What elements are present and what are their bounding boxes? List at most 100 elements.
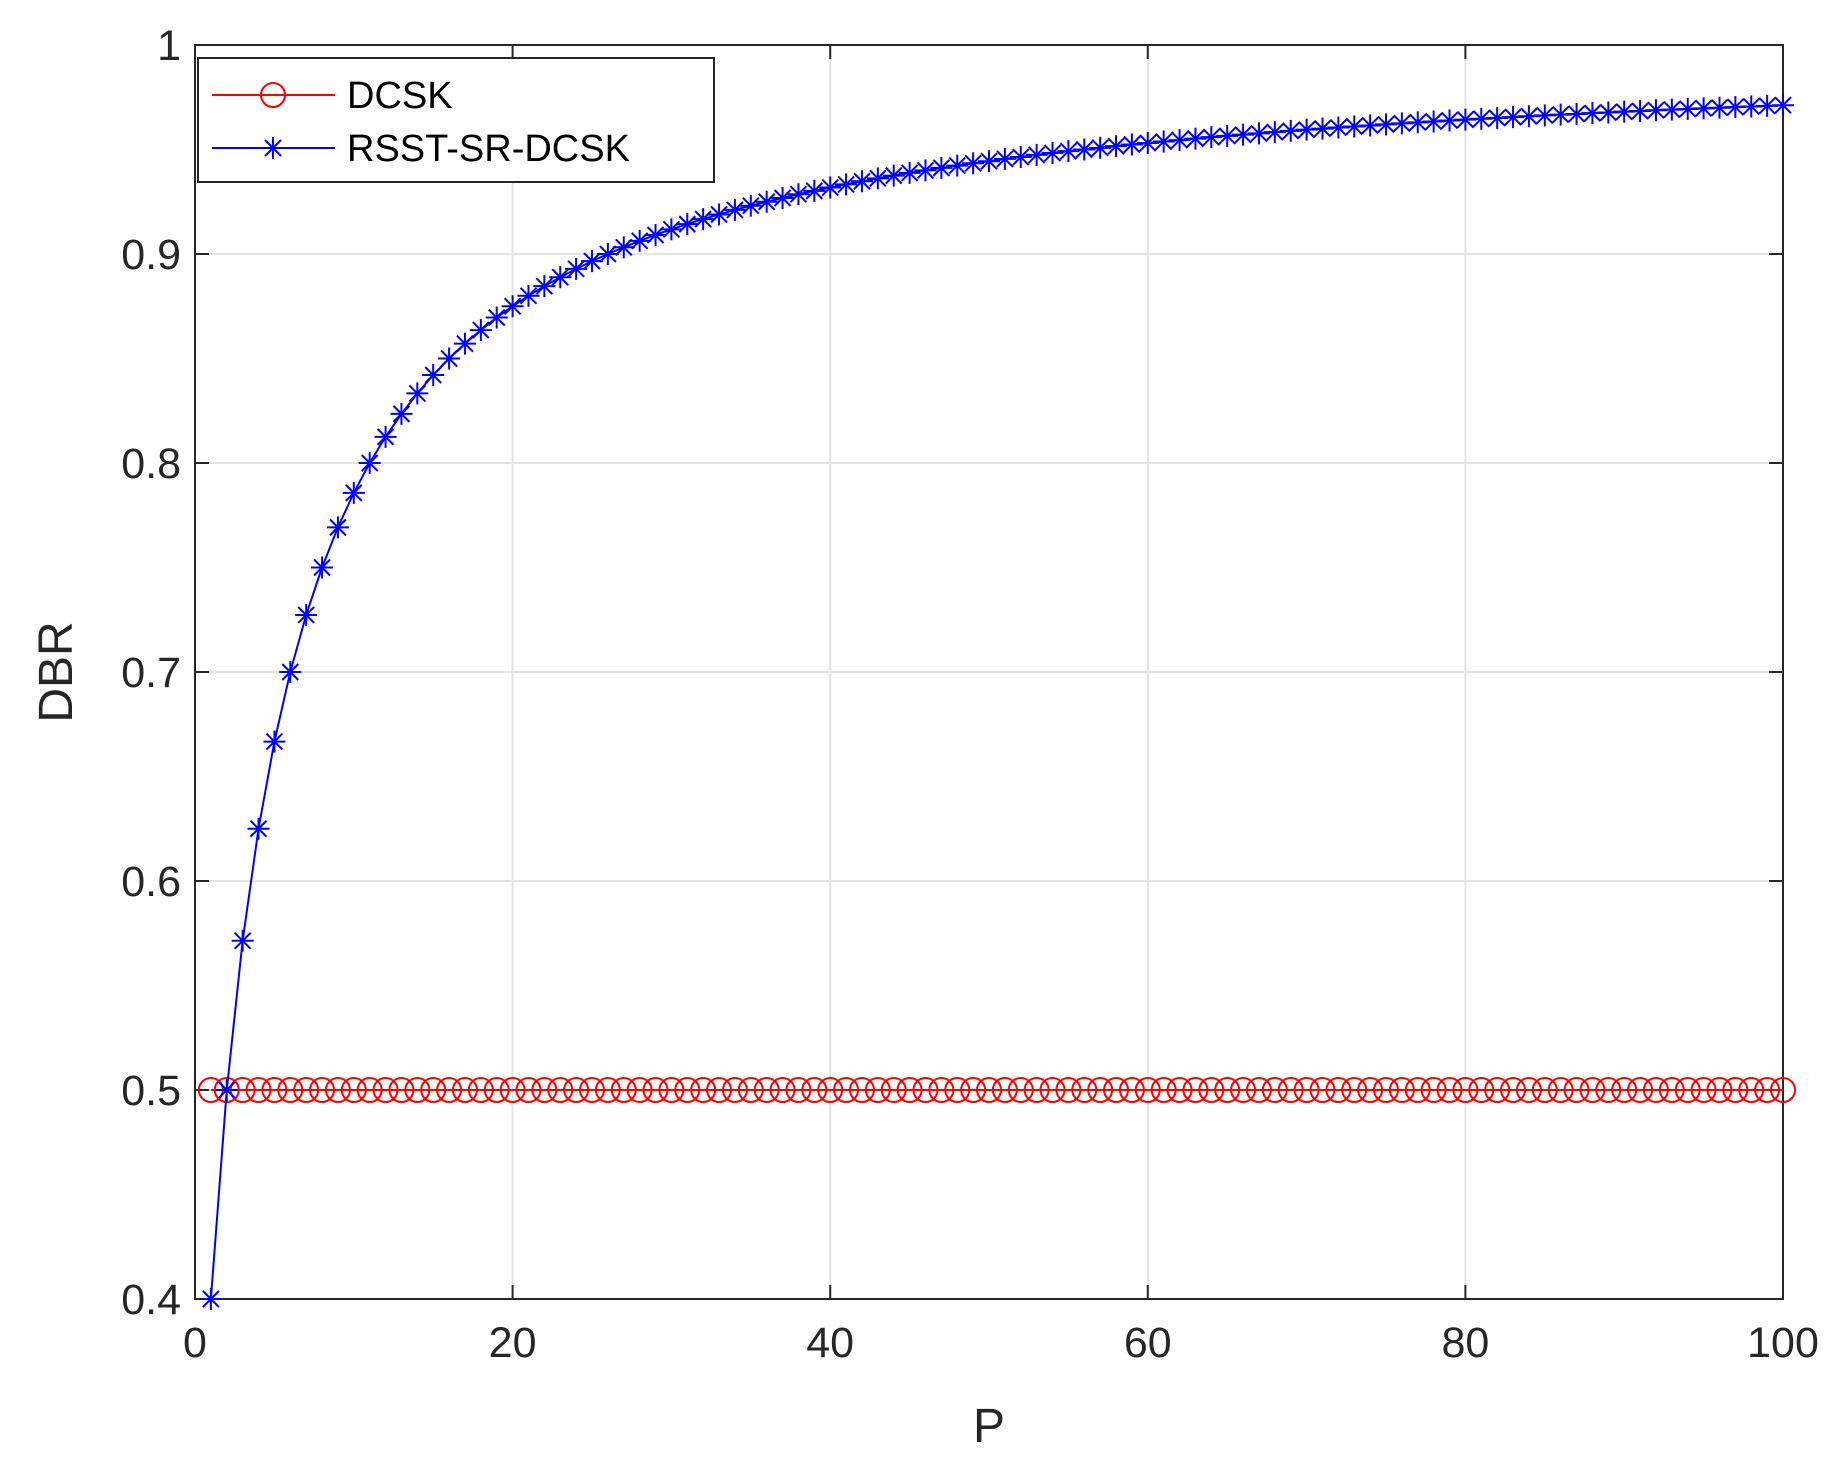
data-series [197,94,1796,1310]
legend: DCSK RSST-SR-DCSK [197,57,715,183]
data-point-dcsk [1245,1077,1272,1103]
data-point-rsst-sr-dcsk [549,266,572,289]
data-point-dcsk [467,1077,494,1103]
data-point-rsst-sr-dcsk [485,306,508,329]
data-point-rsst-sr-dcsk [993,147,1016,170]
data-point-rsst-sr-dcsk [803,179,826,202]
data-point-rsst-sr-dcsk [723,198,746,221]
data-point-dcsk [1150,1077,1177,1103]
data-point-rsst-sr-dcsk [342,481,365,504]
data-point-rsst-sr-dcsk [1136,132,1159,155]
data-point-rsst-sr-dcsk [1057,140,1080,163]
data-point-dcsk [991,1077,1018,1103]
data-point-dcsk [1579,1077,1606,1103]
data-point-dcsk [1484,1077,1511,1103]
data-point-rsst-sr-dcsk [866,167,889,190]
data-point-rsst-sr-dcsk [311,556,334,579]
data-point-dcsk [531,1077,558,1103]
data-point-rsst-sr-dcsk [739,194,762,217]
data-point-rsst-sr-dcsk [660,218,683,241]
data-point-dcsk [1531,1077,1558,1103]
data-point-dcsk [1341,1077,1368,1103]
data-point-rsst-sr-dcsk [850,170,873,193]
data-point-dcsk [880,1077,907,1103]
data-point-rsst-sr-dcsk [1327,116,1350,139]
data-point-rsst-sr-dcsk [406,382,429,405]
data-point-dcsk [706,1077,733,1103]
data-point-dcsk [547,1077,574,1103]
data-point-dcsk [1261,1077,1288,1103]
data-point-rsst-sr-dcsk [581,250,603,273]
data-point-dcsk [785,1077,812,1103]
legend-label-dcsk: DCSK [347,75,453,117]
data-point-dcsk [1658,1077,1685,1103]
data-point-dcsk [1706,1077,1733,1103]
data-point-rsst-sr-dcsk [358,452,381,474]
data-point-rsst-sr-dcsk [946,154,969,177]
data-point-dcsk [1595,1077,1622,1103]
data-point-rsst-sr-dcsk [1343,115,1366,138]
data-point-dcsk [1055,1077,1082,1103]
data-point-dcsk [1674,1077,1701,1103]
data-point-dcsk [1722,1077,1749,1103]
data-point-dcsk [960,1077,987,1103]
data-point-rsst-sr-dcsk [1422,110,1445,133]
data-point-dcsk [515,1077,542,1103]
x-tick-label: 0 [183,1319,207,1367]
data-point-dcsk [976,1077,1002,1103]
data-point-dcsk [1182,1077,1209,1103]
data-point-rsst-sr-dcsk [1359,114,1382,137]
data-point-rsst-sr-dcsk [1009,146,1032,169]
data-point-dcsk [1611,1077,1638,1103]
data-point-rsst-sr-dcsk [501,295,524,318]
data-point-rsst-sr-dcsk [1311,117,1334,140]
data-point-dcsk [1118,1077,1145,1103]
data-point-rsst-sr-dcsk [1375,113,1397,136]
data-point-dcsk [864,1077,891,1103]
data-point-dcsk [674,1077,701,1103]
data-point-dcsk [1436,1077,1463,1103]
data-point-dcsk [1770,1077,1796,1103]
y-tick-label: 0.6 [121,858,181,906]
data-point-dcsk [388,1077,415,1103]
data-point-rsst-sr-dcsk [1025,143,1048,166]
data-point-rsst-sr-dcsk [930,156,953,179]
data-point-dcsk [1166,1077,1193,1103]
data-point-rsst-sr-dcsk [1279,119,1302,142]
data-point-rsst-sr-dcsk [1756,94,1779,117]
y-tick-label: 0.9 [121,231,181,279]
data-point-rsst-sr-dcsk [1184,127,1207,150]
data-point-rsst-sr-dcsk [787,183,810,206]
data-point-dcsk [1277,1077,1304,1103]
data-point-dcsk [737,1077,764,1103]
data-point-dcsk [1388,1077,1415,1103]
y-tick-label: 0.8 [121,440,181,488]
legend-marker-shape [260,82,286,108]
data-point-dcsk [896,1077,923,1103]
data-point-rsst-sr-dcsk [247,817,270,840]
data-point-dcsk [1023,1077,1050,1103]
data-point-dcsk [1627,1077,1654,1103]
data-point-dcsk [340,1077,367,1103]
data-point-dcsk [1563,1077,1590,1103]
data-point-rsst-sr-dcsk [914,159,937,182]
data-point-rsst-sr-dcsk [469,319,492,342]
data-point-dcsk [293,1077,320,1103]
data-point-dcsk [721,1077,748,1103]
data-point-rsst-sr-dcsk [612,236,635,259]
data-point-rsst-sr-dcsk [1263,121,1286,144]
data-point-rsst-sr-dcsk [533,275,556,298]
data-point-dcsk [1198,1077,1225,1103]
y-tick-label: 0.4 [121,1276,181,1324]
data-point-dcsk [372,1077,399,1103]
data-point-rsst-sr-dcsk [1089,136,1112,159]
data-point-rsst-sr-dcsk [962,152,985,175]
data-point-dcsk [563,1077,590,1103]
data-point-dcsk [356,1077,383,1103]
data-point-rsst-sr-dcsk [708,203,731,226]
data-point-dcsk [1468,1077,1495,1103]
data-point-dcsk [1500,1077,1527,1103]
data-point-rsst-sr-dcsk [374,425,397,448]
series-markers-rsst-sr-dcsk [199,94,1794,1310]
data-point-rsst-sr-dcsk [1152,130,1175,153]
